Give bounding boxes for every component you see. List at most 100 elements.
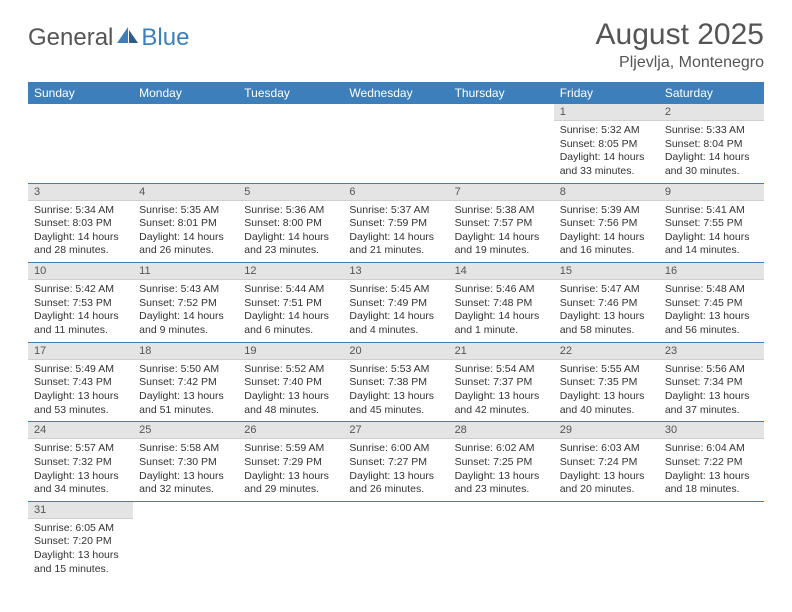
calendar-cell: 21Sunrise: 5:54 AMSunset: 7:37 PMDayligh… <box>449 342 554 422</box>
weekday-header: Monday <box>133 82 238 104</box>
daylight-line: Daylight: 13 hours and 45 minutes. <box>349 390 442 417</box>
sunrise-line: Sunrise: 5:58 AM <box>139 442 232 456</box>
day-details: Sunrise: 5:48 AMSunset: 7:45 PMDaylight:… <box>659 280 764 342</box>
calendar-cell: 31Sunrise: 6:05 AMSunset: 7:20 PMDayligh… <box>28 501 133 580</box>
day-number: 9 <box>659 184 764 201</box>
daylight-line: Daylight: 14 hours and 28 minutes. <box>34 231 127 258</box>
calendar-page: General Blue August 2025 Pljevlja, Monte… <box>0 0 792 612</box>
calendar-body: 1Sunrise: 5:32 AMSunset: 8:05 PMDaylight… <box>28 104 764 580</box>
calendar-cell <box>238 501 343 580</box>
sunset-line: Sunset: 7:53 PM <box>34 297 127 311</box>
sunset-line: Sunset: 8:05 PM <box>560 138 653 152</box>
day-number: 19 <box>238 343 343 360</box>
sunrise-line: Sunrise: 5:36 AM <box>244 204 337 218</box>
day-number: 6 <box>343 184 448 201</box>
calendar-cell: 24Sunrise: 5:57 AMSunset: 7:32 PMDayligh… <box>28 422 133 502</box>
daylight-line: Daylight: 14 hours and 16 minutes. <box>560 231 653 258</box>
calendar-cell: 7Sunrise: 5:38 AMSunset: 7:57 PMDaylight… <box>449 183 554 263</box>
sunrise-line: Sunrise: 5:44 AM <box>244 283 337 297</box>
sunset-line: Sunset: 7:55 PM <box>665 217 758 231</box>
calendar-cell: 17Sunrise: 5:49 AMSunset: 7:43 PMDayligh… <box>28 342 133 422</box>
sunset-line: Sunset: 7:49 PM <box>349 297 442 311</box>
day-details: Sunrise: 5:46 AMSunset: 7:48 PMDaylight:… <box>449 280 554 342</box>
daylight-line: Daylight: 13 hours and 40 minutes. <box>560 390 653 417</box>
sunrise-line: Sunrise: 5:46 AM <box>455 283 548 297</box>
day-details: Sunrise: 5:36 AMSunset: 8:00 PMDaylight:… <box>238 201 343 263</box>
daylight-line: Daylight: 13 hours and 58 minutes. <box>560 310 653 337</box>
day-details: Sunrise: 5:43 AMSunset: 7:52 PMDaylight:… <box>133 280 238 342</box>
calendar-cell <box>133 104 238 183</box>
day-details: Sunrise: 5:41 AMSunset: 7:55 PMDaylight:… <box>659 201 764 263</box>
day-details: Sunrise: 5:53 AMSunset: 7:38 PMDaylight:… <box>343 360 448 422</box>
sunrise-line: Sunrise: 5:57 AM <box>34 442 127 456</box>
calendar-cell <box>28 104 133 183</box>
title-block: August 2025 Pljevlja, Montenegro <box>596 18 764 72</box>
daylight-line: Daylight: 13 hours and 32 minutes. <box>139 470 232 497</box>
calendar-cell: 11Sunrise: 5:43 AMSunset: 7:52 PMDayligh… <box>133 263 238 343</box>
sunset-line: Sunset: 7:43 PM <box>34 376 127 390</box>
calendar-cell: 3Sunrise: 5:34 AMSunset: 8:03 PMDaylight… <box>28 183 133 263</box>
sunset-line: Sunset: 7:32 PM <box>34 456 127 470</box>
calendar-cell: 8Sunrise: 5:39 AMSunset: 7:56 PMDaylight… <box>554 183 659 263</box>
daylight-line: Daylight: 13 hours and 15 minutes. <box>34 549 127 576</box>
calendar-cell: 20Sunrise: 5:53 AMSunset: 7:38 PMDayligh… <box>343 342 448 422</box>
day-details: Sunrise: 6:05 AMSunset: 7:20 PMDaylight:… <box>28 519 133 581</box>
day-details: Sunrise: 5:35 AMSunset: 8:01 PMDaylight:… <box>133 201 238 263</box>
day-number: 4 <box>133 184 238 201</box>
day-details: Sunrise: 5:54 AMSunset: 7:37 PMDaylight:… <box>449 360 554 422</box>
sunset-line: Sunset: 7:38 PM <box>349 376 442 390</box>
calendar-cell: 10Sunrise: 5:42 AMSunset: 7:53 PMDayligh… <box>28 263 133 343</box>
sunset-line: Sunset: 7:45 PM <box>665 297 758 311</box>
day-number: 21 <box>449 343 554 360</box>
day-number: 14 <box>449 263 554 280</box>
day-number: 27 <box>343 422 448 439</box>
day-details: Sunrise: 6:02 AMSunset: 7:25 PMDaylight:… <box>449 439 554 501</box>
calendar-cell: 19Sunrise: 5:52 AMSunset: 7:40 PMDayligh… <box>238 342 343 422</box>
daylight-line: Daylight: 13 hours and 34 minutes. <box>34 470 127 497</box>
sunset-line: Sunset: 7:46 PM <box>560 297 653 311</box>
calendar-cell: 14Sunrise: 5:46 AMSunset: 7:48 PMDayligh… <box>449 263 554 343</box>
calendar-cell: 28Sunrise: 6:02 AMSunset: 7:25 PMDayligh… <box>449 422 554 502</box>
day-details: Sunrise: 5:45 AMSunset: 7:49 PMDaylight:… <box>343 280 448 342</box>
sunrise-line: Sunrise: 5:56 AM <box>665 363 758 377</box>
day-number: 24 <box>28 422 133 439</box>
day-number: 26 <box>238 422 343 439</box>
day-number: 17 <box>28 343 133 360</box>
calendar-cell: 9Sunrise: 5:41 AMSunset: 7:55 PMDaylight… <box>659 183 764 263</box>
sunrise-line: Sunrise: 6:03 AM <box>560 442 653 456</box>
sunrise-line: Sunrise: 5:55 AM <box>560 363 653 377</box>
sunrise-line: Sunrise: 5:37 AM <box>349 204 442 218</box>
calendar-cell <box>343 104 448 183</box>
calendar-cell <box>554 501 659 580</box>
brand-part1: General <box>28 24 113 52</box>
calendar-row: 17Sunrise: 5:49 AMSunset: 7:43 PMDayligh… <box>28 342 764 422</box>
weekday-header-row: Sunday Monday Tuesday Wednesday Thursday… <box>28 82 764 104</box>
sunset-line: Sunset: 7:27 PM <box>349 456 442 470</box>
day-details: Sunrise: 5:49 AMSunset: 7:43 PMDaylight:… <box>28 360 133 422</box>
calendar-row: 31Sunrise: 6:05 AMSunset: 7:20 PMDayligh… <box>28 501 764 580</box>
daylight-line: Daylight: 13 hours and 20 minutes. <box>560 470 653 497</box>
sunrise-line: Sunrise: 6:05 AM <box>34 522 127 536</box>
day-details: Sunrise: 5:58 AMSunset: 7:30 PMDaylight:… <box>133 439 238 501</box>
sunrise-line: Sunrise: 5:38 AM <box>455 204 548 218</box>
daylight-line: Daylight: 13 hours and 37 minutes. <box>665 390 758 417</box>
sunrise-line: Sunrise: 5:33 AM <box>665 124 758 138</box>
calendar-cell <box>238 104 343 183</box>
calendar-cell <box>659 501 764 580</box>
sunrise-line: Sunrise: 5:47 AM <box>560 283 653 297</box>
weekday-header: Thursday <box>449 82 554 104</box>
daylight-line: Daylight: 14 hours and 23 minutes. <box>244 231 337 258</box>
day-details: Sunrise: 5:32 AMSunset: 8:05 PMDaylight:… <box>554 121 659 183</box>
daylight-line: Daylight: 13 hours and 48 minutes. <box>244 390 337 417</box>
sunrise-line: Sunrise: 5:45 AM <box>349 283 442 297</box>
sunset-line: Sunset: 7:40 PM <box>244 376 337 390</box>
sunrise-line: Sunrise: 5:43 AM <box>139 283 232 297</box>
daylight-line: Daylight: 14 hours and 11 minutes. <box>34 310 127 337</box>
sunrise-line: Sunrise: 6:00 AM <box>349 442 442 456</box>
weekday-header: Sunday <box>28 82 133 104</box>
day-details: Sunrise: 5:37 AMSunset: 7:59 PMDaylight:… <box>343 201 448 263</box>
day-number: 30 <box>659 422 764 439</box>
day-details: Sunrise: 5:57 AMSunset: 7:32 PMDaylight:… <box>28 439 133 501</box>
day-details: Sunrise: 5:39 AMSunset: 7:56 PMDaylight:… <box>554 201 659 263</box>
calendar-cell: 16Sunrise: 5:48 AMSunset: 7:45 PMDayligh… <box>659 263 764 343</box>
